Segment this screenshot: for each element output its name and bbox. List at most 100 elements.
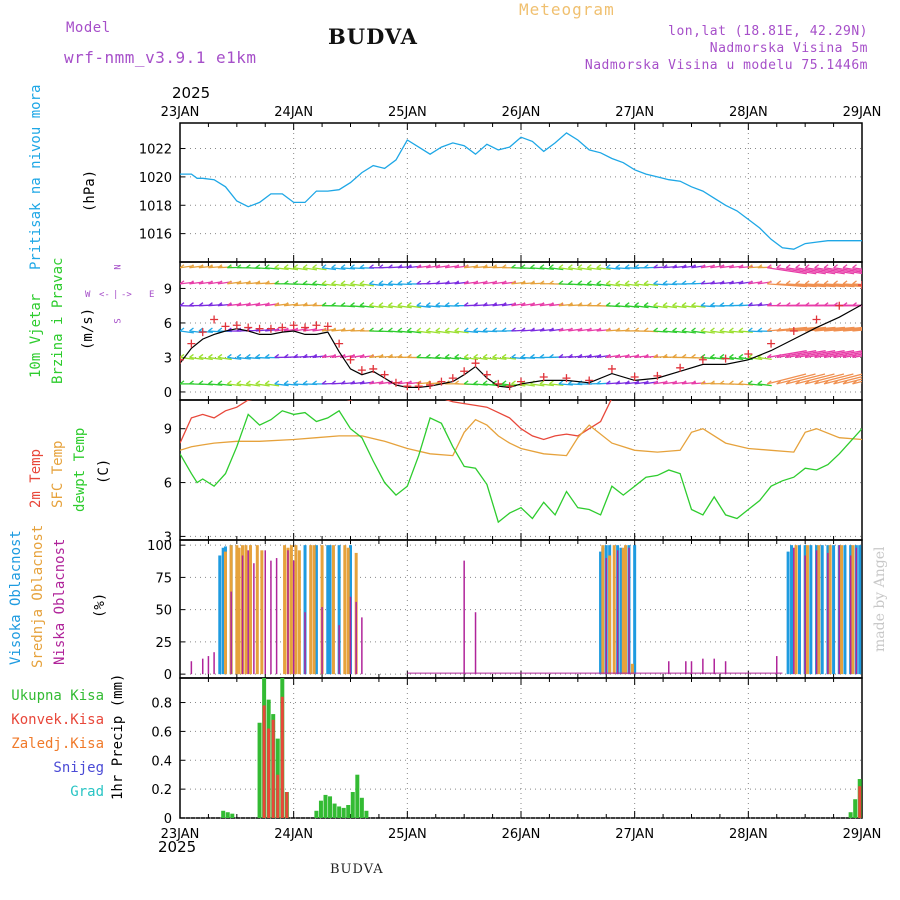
wind-barb-head xyxy=(321,302,327,307)
wind-barb-head xyxy=(643,380,649,385)
wind-barb xyxy=(852,283,862,286)
wind-barb xyxy=(198,356,213,361)
wind-barb xyxy=(615,267,630,270)
wind-barb xyxy=(596,267,611,271)
compass-bar: | xyxy=(113,290,119,300)
wind-barb xyxy=(473,383,488,386)
wind-barb-head xyxy=(549,380,554,385)
wind-barb-head xyxy=(198,264,204,269)
wind-barb-head xyxy=(302,280,308,285)
wind-barb-head xyxy=(416,302,422,307)
wind-barb-head xyxy=(785,302,791,307)
gust-marker xyxy=(812,315,821,324)
wind-barb xyxy=(757,383,772,387)
wind-barb-head xyxy=(662,327,668,332)
wind-barb xyxy=(397,330,412,334)
wind-barb-head xyxy=(776,280,782,285)
date-label-bottom: 24JAN xyxy=(274,827,313,842)
wind-barb-head xyxy=(757,302,763,307)
wind-barb-head xyxy=(293,380,299,385)
wind-barb-head xyxy=(728,353,734,358)
wind-barb-head xyxy=(340,380,346,385)
wind-barb xyxy=(748,383,763,387)
wind-barb xyxy=(852,355,862,359)
wind-barb-head xyxy=(255,380,261,385)
wind-barb-head xyxy=(397,280,403,285)
wind-barb xyxy=(454,356,469,361)
gust-marker xyxy=(391,378,400,387)
wind-barb xyxy=(568,283,583,286)
wind-barb-head xyxy=(643,353,649,358)
wind-barb-head xyxy=(340,353,346,358)
cloud-bar xyxy=(303,545,307,675)
cloud-bar xyxy=(235,545,239,675)
wind-barb-head xyxy=(274,280,280,285)
wind-barb-head xyxy=(406,353,412,358)
wind-barb xyxy=(842,328,862,332)
cloud-bar xyxy=(270,560,272,675)
wind-barb-head xyxy=(378,280,384,285)
gust-marker xyxy=(244,323,253,332)
wind-barb xyxy=(416,305,431,308)
wind-barb-head xyxy=(672,280,677,285)
wind-barb-head xyxy=(766,264,772,269)
wind-barb-head xyxy=(492,280,497,285)
wind-barb-head xyxy=(473,380,479,385)
wind-barb-head xyxy=(245,302,251,307)
wind-barb-head xyxy=(605,280,611,285)
wind-barb-head xyxy=(615,353,621,358)
wind-barb-head xyxy=(482,380,488,385)
cloud-bar xyxy=(474,612,477,675)
cloud-bar xyxy=(264,550,266,675)
wind-barb-head xyxy=(624,280,630,285)
wind-barb xyxy=(208,383,223,386)
wind-barb-head xyxy=(653,353,659,358)
wind-barb-head xyxy=(283,302,289,307)
cloud-bar xyxy=(630,663,634,675)
wind-barb xyxy=(757,356,772,361)
wind-barb xyxy=(767,283,808,288)
product-title: Meteogram xyxy=(519,0,615,19)
wind-barb xyxy=(663,330,678,334)
cloud-bar xyxy=(786,551,790,675)
wind-barb xyxy=(293,267,308,271)
wind-barb xyxy=(217,356,232,361)
wind-barb-head xyxy=(283,264,289,269)
gust-marker xyxy=(698,355,707,364)
wind-barb-head xyxy=(425,302,431,307)
wind-barb-head xyxy=(842,380,848,385)
wind-barb-head xyxy=(643,302,649,307)
wind-barb-head xyxy=(463,264,469,269)
wind-barb xyxy=(236,383,251,387)
wind-barb-head xyxy=(217,353,223,358)
gust-marker xyxy=(232,321,241,330)
wind-barb xyxy=(776,283,817,288)
date-label-top: 27JAN xyxy=(615,105,654,120)
wind-barb xyxy=(407,305,422,309)
wind-barb xyxy=(672,305,687,309)
wind-barb-head xyxy=(672,264,677,269)
wind-barb xyxy=(530,383,545,387)
wind-barb-head xyxy=(482,353,488,358)
wind-barb xyxy=(824,350,862,359)
wind-barb-head xyxy=(387,280,393,285)
wind-barb xyxy=(719,330,734,334)
wind-barb-head xyxy=(823,327,829,332)
wind-barb-head xyxy=(378,327,384,332)
cloud-bar xyxy=(218,555,222,675)
wind-barb xyxy=(587,283,602,287)
wind-barb-head xyxy=(738,280,744,285)
wind-barb xyxy=(767,350,807,359)
wind-barb xyxy=(710,330,725,334)
cloud-bar xyxy=(832,545,836,675)
wind-barb-head xyxy=(463,302,469,307)
ytick-label-precip: 0 xyxy=(164,812,172,827)
wind-barb xyxy=(738,383,753,386)
wind-barb-head xyxy=(719,380,725,385)
date-label-bottom: 28JAN xyxy=(729,827,768,842)
wind-barb-head xyxy=(795,380,801,385)
wind-barb-head xyxy=(615,327,621,332)
wind-barb xyxy=(530,267,545,270)
wind-barb xyxy=(587,267,602,271)
wind-barb-head xyxy=(558,280,564,285)
